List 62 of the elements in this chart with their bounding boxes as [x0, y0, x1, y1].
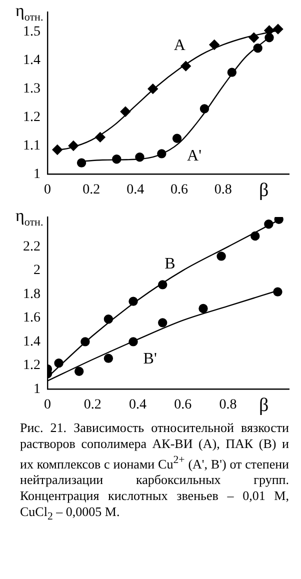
y-tick-label: 1: [34, 382, 40, 397]
y-tick-label: 1.5: [23, 24, 40, 40]
x-tick-label: 0.4: [129, 397, 147, 412]
x-tick-label: 0.6: [174, 397, 192, 412]
point: [158, 318, 168, 328]
point: [209, 40, 220, 50]
point: [52, 144, 62, 155]
x-axis-title: β: [259, 180, 269, 202]
series-label: B': [143, 350, 157, 368]
point: [76, 158, 86, 168]
x-tick-label: 0.8: [219, 397, 237, 412]
point: [104, 314, 114, 324]
y-tick-label: 1.2: [23, 110, 40, 125]
x-tick-label: 0: [44, 397, 51, 412]
point: [54, 358, 64, 368]
y-tick-label: 2.2: [23, 239, 40, 254]
y-tick-label: 1: [34, 166, 40, 182]
x-tick-label: 0.6: [170, 182, 188, 198]
x-tick-label: 0.2: [82, 182, 100, 198]
point: [273, 287, 282, 296]
point: [135, 152, 144, 162]
point: [272, 24, 284, 34]
point: [180, 60, 191, 72]
text: Рис. 21. Зависимость относительной вязкости растворов сополимера АК-ВИ (А), ПАК (В) и их комплексов с ионами Cu$^{2+}$ (A', B') от степени нейтрализации карбоксильных групп. Концентрация кислотных звеньев – 0,01 М, CuCl$_{2}$ – 0,0005 М.: [20, 420, 290, 523]
x-tick-label: 0.2: [84, 397, 102, 412]
point: [112, 154, 122, 164]
y-tick-label: 2: [34, 263, 40, 278]
series-label: A: [174, 37, 186, 54]
point: [198, 304, 208, 314]
point: [274, 217, 284, 224]
point: [248, 32, 259, 43]
point: [128, 337, 138, 346]
point: [200, 104, 210, 114]
x-axis-title: β: [259, 395, 269, 416]
y-tick-label: 1.4: [23, 53, 40, 68]
y-tick-label: 1.8: [23, 286, 40, 302]
x-tick-label: 0: [44, 182, 51, 198]
point: [120, 106, 131, 117]
y-tick-label: 1.6: [23, 310, 40, 326]
point: [227, 68, 237, 77]
series-label: A': [187, 147, 202, 164]
point: [264, 220, 274, 229]
y-tick-label: 1.2: [23, 358, 40, 374]
point: [80, 337, 90, 346]
y-tick-label: 1.3: [23, 82, 40, 97]
point: [216, 252, 226, 261]
point: [95, 132, 106, 142]
point: [158, 280, 168, 290]
x-tick-label: 0.4: [126, 182, 144, 198]
point: [250, 231, 260, 241]
point: [148, 84, 158, 94]
series-label: B: [164, 256, 176, 273]
point: [172, 134, 182, 143]
y-tick-label: 1.4: [23, 334, 40, 350]
point: [74, 366, 84, 376]
y-tick-label: 1.1: [23, 138, 40, 154]
point: [68, 140, 79, 151]
x-tick-label: 0.8: [214, 182, 232, 198]
point: [157, 149, 166, 158]
point: [253, 44, 262, 53]
point: [104, 354, 114, 363]
point: [128, 296, 138, 306]
